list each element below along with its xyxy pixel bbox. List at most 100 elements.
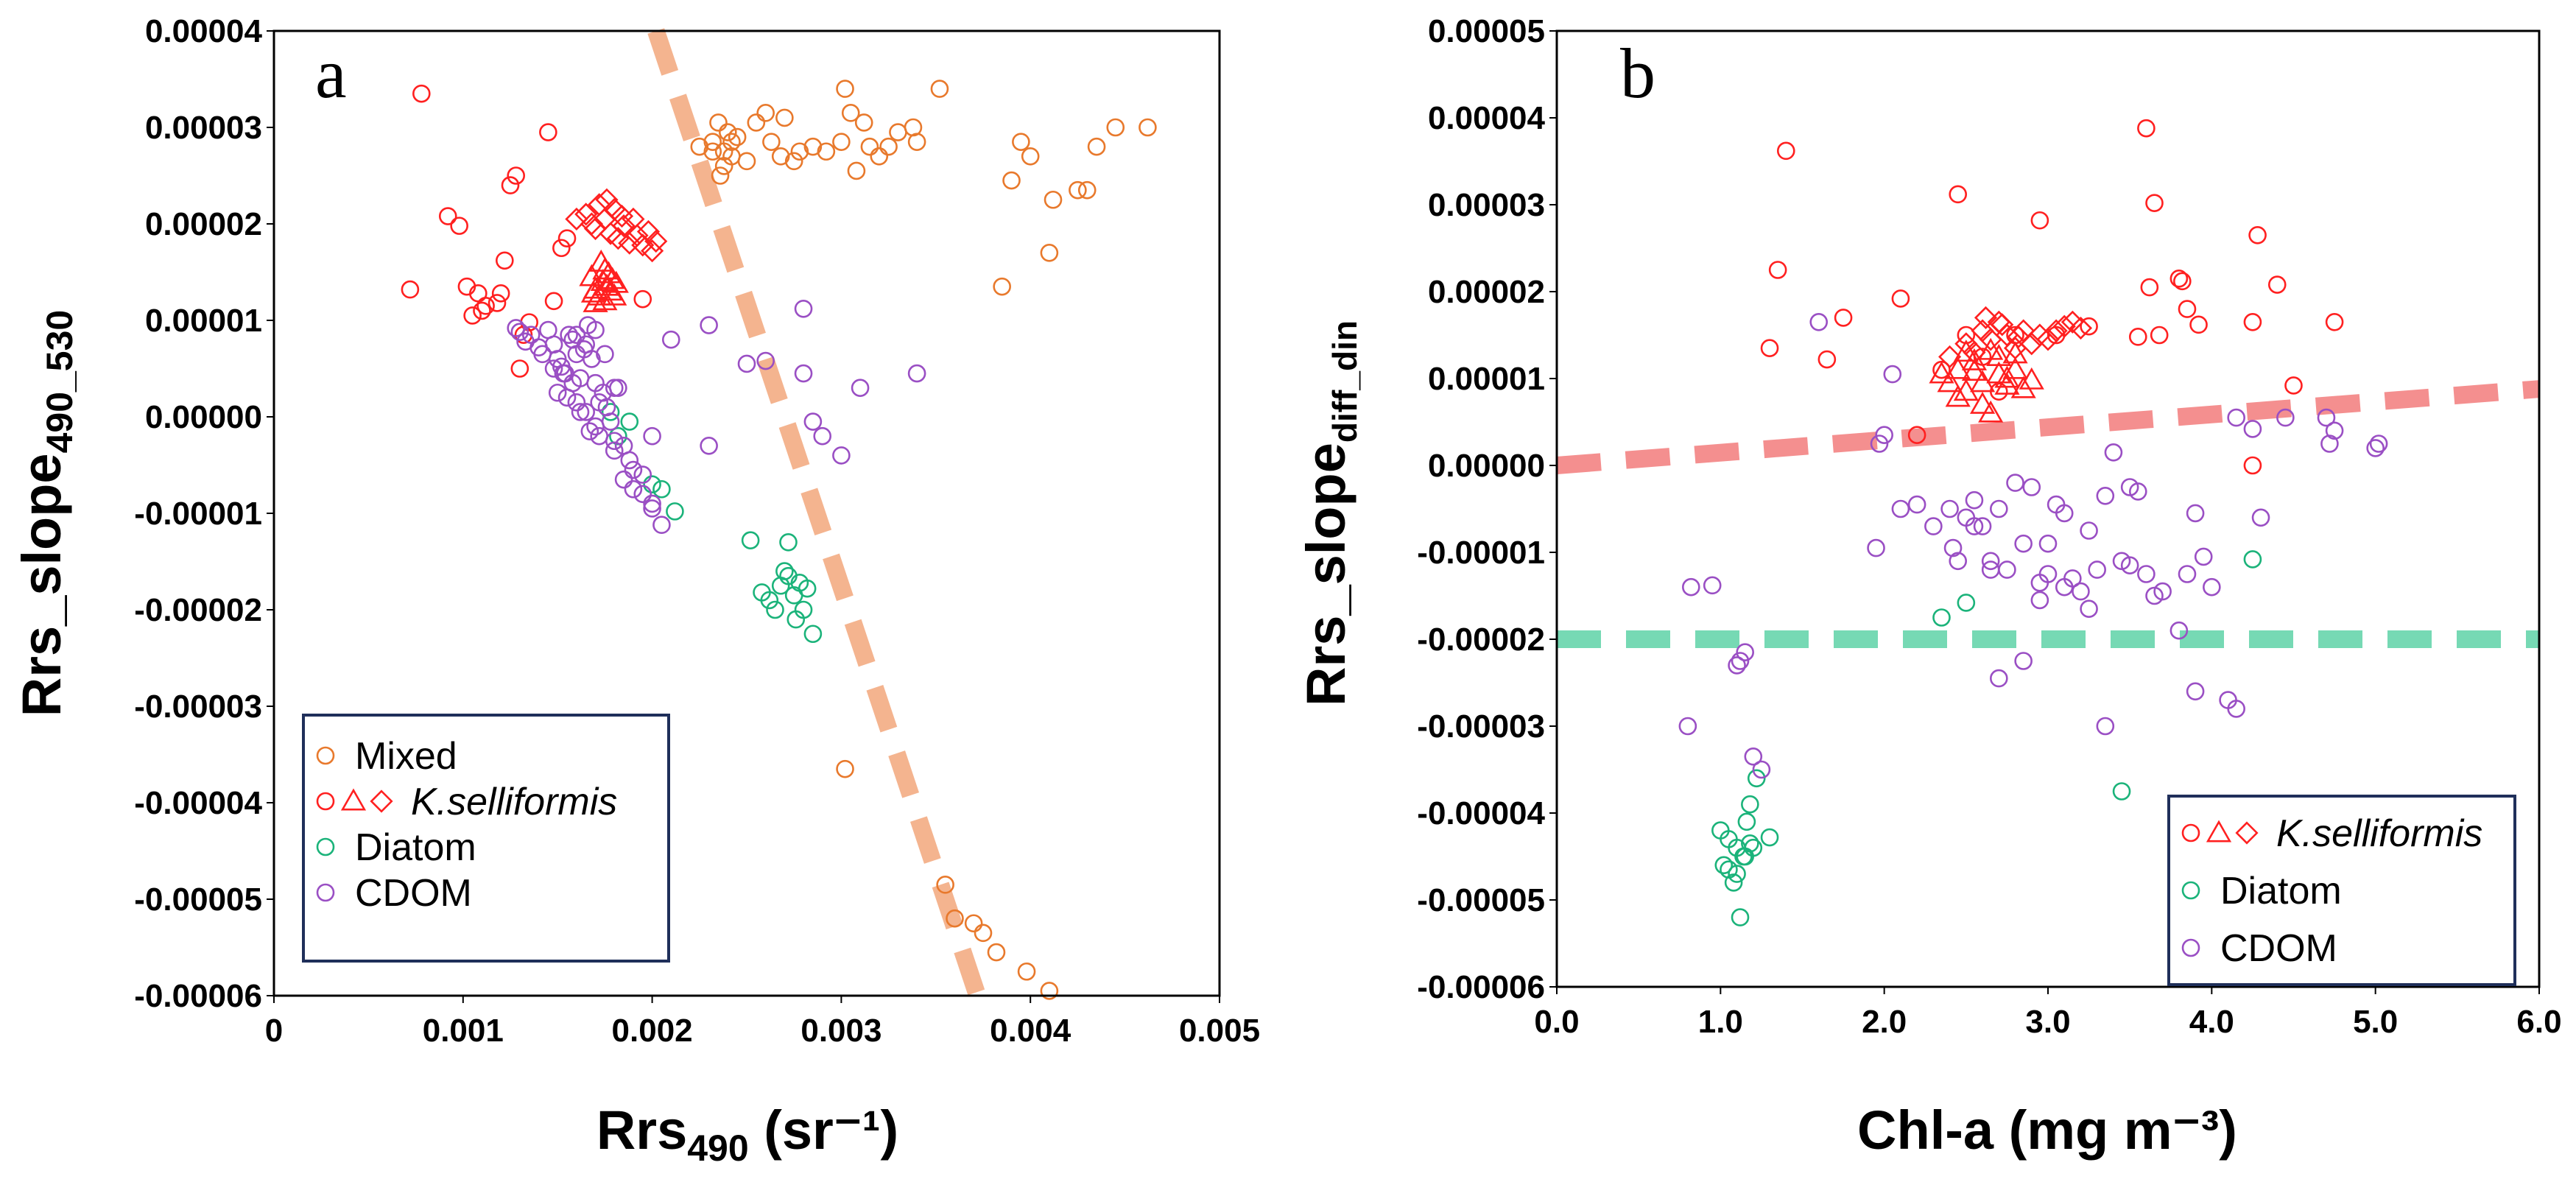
panel-b-y-tick-label: 0.00003 (1428, 187, 1545, 223)
panel-b-point-cdom (1736, 643, 1754, 662)
panel-a-point-cdom (832, 446, 851, 465)
panel-a-point-diatom (643, 475, 661, 494)
panel-a-point-k-selliformis-triangle (602, 283, 627, 306)
panel-b-point-cdom (2227, 700, 2245, 718)
panel-b-x-tick-label: 2.0 (1862, 1004, 1907, 1040)
panel-a-point-mixed (803, 137, 823, 156)
panel-a-point-mixed (847, 161, 866, 180)
panel-a-point-cdom (586, 417, 605, 436)
panel-b-point-diatom (1728, 865, 1746, 883)
panel-a-point-k-selliformis-circle (491, 284, 510, 303)
panel-a-point-k-selliformis-circle (401, 280, 420, 299)
panel-a-point-cdom (548, 383, 567, 402)
panel-a-y-tick-label: -0.00001 (134, 496, 262, 532)
panel-b-point-cdom (2055, 577, 2074, 597)
panel-a-y-tick-label: -0.00005 (134, 882, 262, 918)
panel-b-point-k-selliformis-circle (1949, 185, 1968, 204)
panel-a-point-mixed (703, 142, 722, 161)
panel-a-point-cdom (737, 354, 756, 373)
panel-b-point-k-selliformis-circle (2325, 312, 2344, 331)
panel-b-point-k-selliformis-circle (2243, 456, 2262, 475)
panel-a-point-mixed (854, 113, 873, 132)
panel-b-point-cdom (2243, 420, 2262, 438)
panel-a-point-cdom (507, 319, 526, 337)
panel-b-point-diatom (2112, 782, 2131, 801)
panel-b-legend-box (2167, 795, 2516, 986)
panel-a-point-k-selliformis-circle (507, 166, 526, 185)
panel-a-point-k-selliformis-diamond (610, 204, 634, 228)
panel-b-point-diatom (1731, 908, 1750, 926)
panel-a-point-cdom (571, 403, 590, 421)
panel-b-point-k-selliformis-triangle (2002, 356, 2028, 379)
panel-a-legend-k-selliformis-icon (340, 788, 367, 811)
panel-a-point-cdom (544, 359, 563, 378)
panel-a-legend-label: K.selliformis (411, 781, 617, 823)
panel-a-y-tick-label: -0.00003 (134, 689, 262, 725)
panel-a-point-mixed (1087, 137, 1106, 156)
panel-b-point-cdom (1809, 312, 1829, 331)
panel-a-point-cdom (601, 412, 620, 431)
panel-b-point-cdom (1973, 517, 1992, 535)
panel-b-chart: 0.0 1.0 2.0 3.0 4.0 5.0 6.0 0.00005 0.00004 0.000… (1295, 13, 2562, 1161)
panel-b-point-k-selliformis-triangle (2019, 367, 2044, 390)
panel-b-point-k-selliformis-circle (2243, 312, 2262, 331)
panel-b-point-k-selliformis-diamond (2007, 325, 2030, 348)
panel-a-point-k-selliformis-circle (473, 301, 491, 320)
panel-b-point-cdom (2369, 435, 2388, 453)
panel-a-point-mixed (964, 914, 983, 933)
panel-a-legend-label: Diatom (355, 826, 476, 869)
panel-a-threshold-line (647, 28, 986, 999)
panel-a-point-mixed (832, 133, 851, 151)
panel-a-point-k-selliformis-diamond (565, 207, 588, 231)
panel-b-point-k-selliformis-triangle (1969, 391, 1996, 414)
panel-a-point-k-selliformis-triangle (580, 280, 607, 303)
panel-b-y-tick-label: -0.00004 (1417, 795, 1545, 831)
panel-a-point-mixed (1002, 171, 1021, 190)
panel-a-x-tick-label: 0.002 (612, 1013, 693, 1049)
panel-a-legend-label: CDOM (355, 872, 472, 915)
panel-b-point-cdom (2088, 560, 2106, 579)
panel-b-point-diatom (1957, 594, 1976, 612)
panel-b-legend: K.selliformis Diatom CDOM (2167, 795, 2516, 986)
panel-b-point-diatom (1932, 608, 1951, 627)
panel-a-point-cdom (567, 326, 586, 344)
panel-a-point-cdom (596, 345, 614, 364)
panel-b-point-cdom (2169, 621, 2189, 640)
panel-b-ticks: 0.0 1.0 2.0 3.0 4.0 5.0 6.0 0.00005 0.00004 0.000… (1417, 13, 2561, 1040)
panel-a-point-cdom (605, 441, 624, 460)
panel-b-point-cdom (1870, 435, 1889, 453)
panel-a-point-diatom (779, 566, 798, 585)
panel-b-legend-k-selliformis-icon (2235, 821, 2259, 845)
panel-a-point-mixed (974, 924, 993, 943)
panel-b-point-cdom (1949, 552, 1968, 571)
panel-b-point-cdom (1990, 669, 2008, 688)
panel-a-point-cdom (756, 351, 775, 370)
panel-a-point-mixed (860, 137, 879, 156)
panel-a-point-cdom (605, 432, 624, 451)
panel-b-point-cdom (1867, 538, 1885, 557)
panel-a-point-k-selliformis-circle (488, 294, 507, 312)
panel-b-point-cdom (1883, 365, 1902, 384)
panel-b-x-axis-label: Chl-a (mg m⁻³) (1857, 1100, 2237, 1161)
panel-a-point-mixed (993, 277, 1011, 296)
panel-b-letter: b (1620, 34, 1655, 113)
panel-b-point-diatom (1760, 828, 1779, 847)
panel-b-y-tick-label: -0.00006 (1417, 969, 1545, 1005)
panel-a-point-cdom (577, 335, 596, 354)
panel-b-point-cdom (2030, 591, 2049, 610)
panel-a-ticks: 0 0.001 0.002 0.003 0.004 0.005 0.00004 0.00003… (134, 13, 1260, 1049)
panel-a-x-tick-label: 0.003 (800, 1013, 881, 1049)
panel-a-point-mixed (703, 133, 722, 151)
panel-a-point-mixed (711, 166, 730, 185)
panel-b-threshold-lines (1556, 380, 2540, 648)
panel-a-point-cdom (652, 516, 671, 535)
panel-a-point-mixed (817, 142, 836, 161)
panel-a-legend-mixed-icon (316, 746, 335, 765)
panel-a-y-label-sub: 490_530 (39, 310, 80, 454)
panel-b-point-cdom (1703, 576, 1722, 595)
panel-b-y-tick-label: -0.00005 (1417, 882, 1545, 918)
panel-b-k-selliformis-threshold-line (1556, 380, 2540, 474)
panel-b-y-label-sub: diff_din (1326, 320, 1364, 443)
panel-b-point-cdom (2186, 504, 2205, 523)
panel-a-point-cdom (567, 393, 586, 412)
